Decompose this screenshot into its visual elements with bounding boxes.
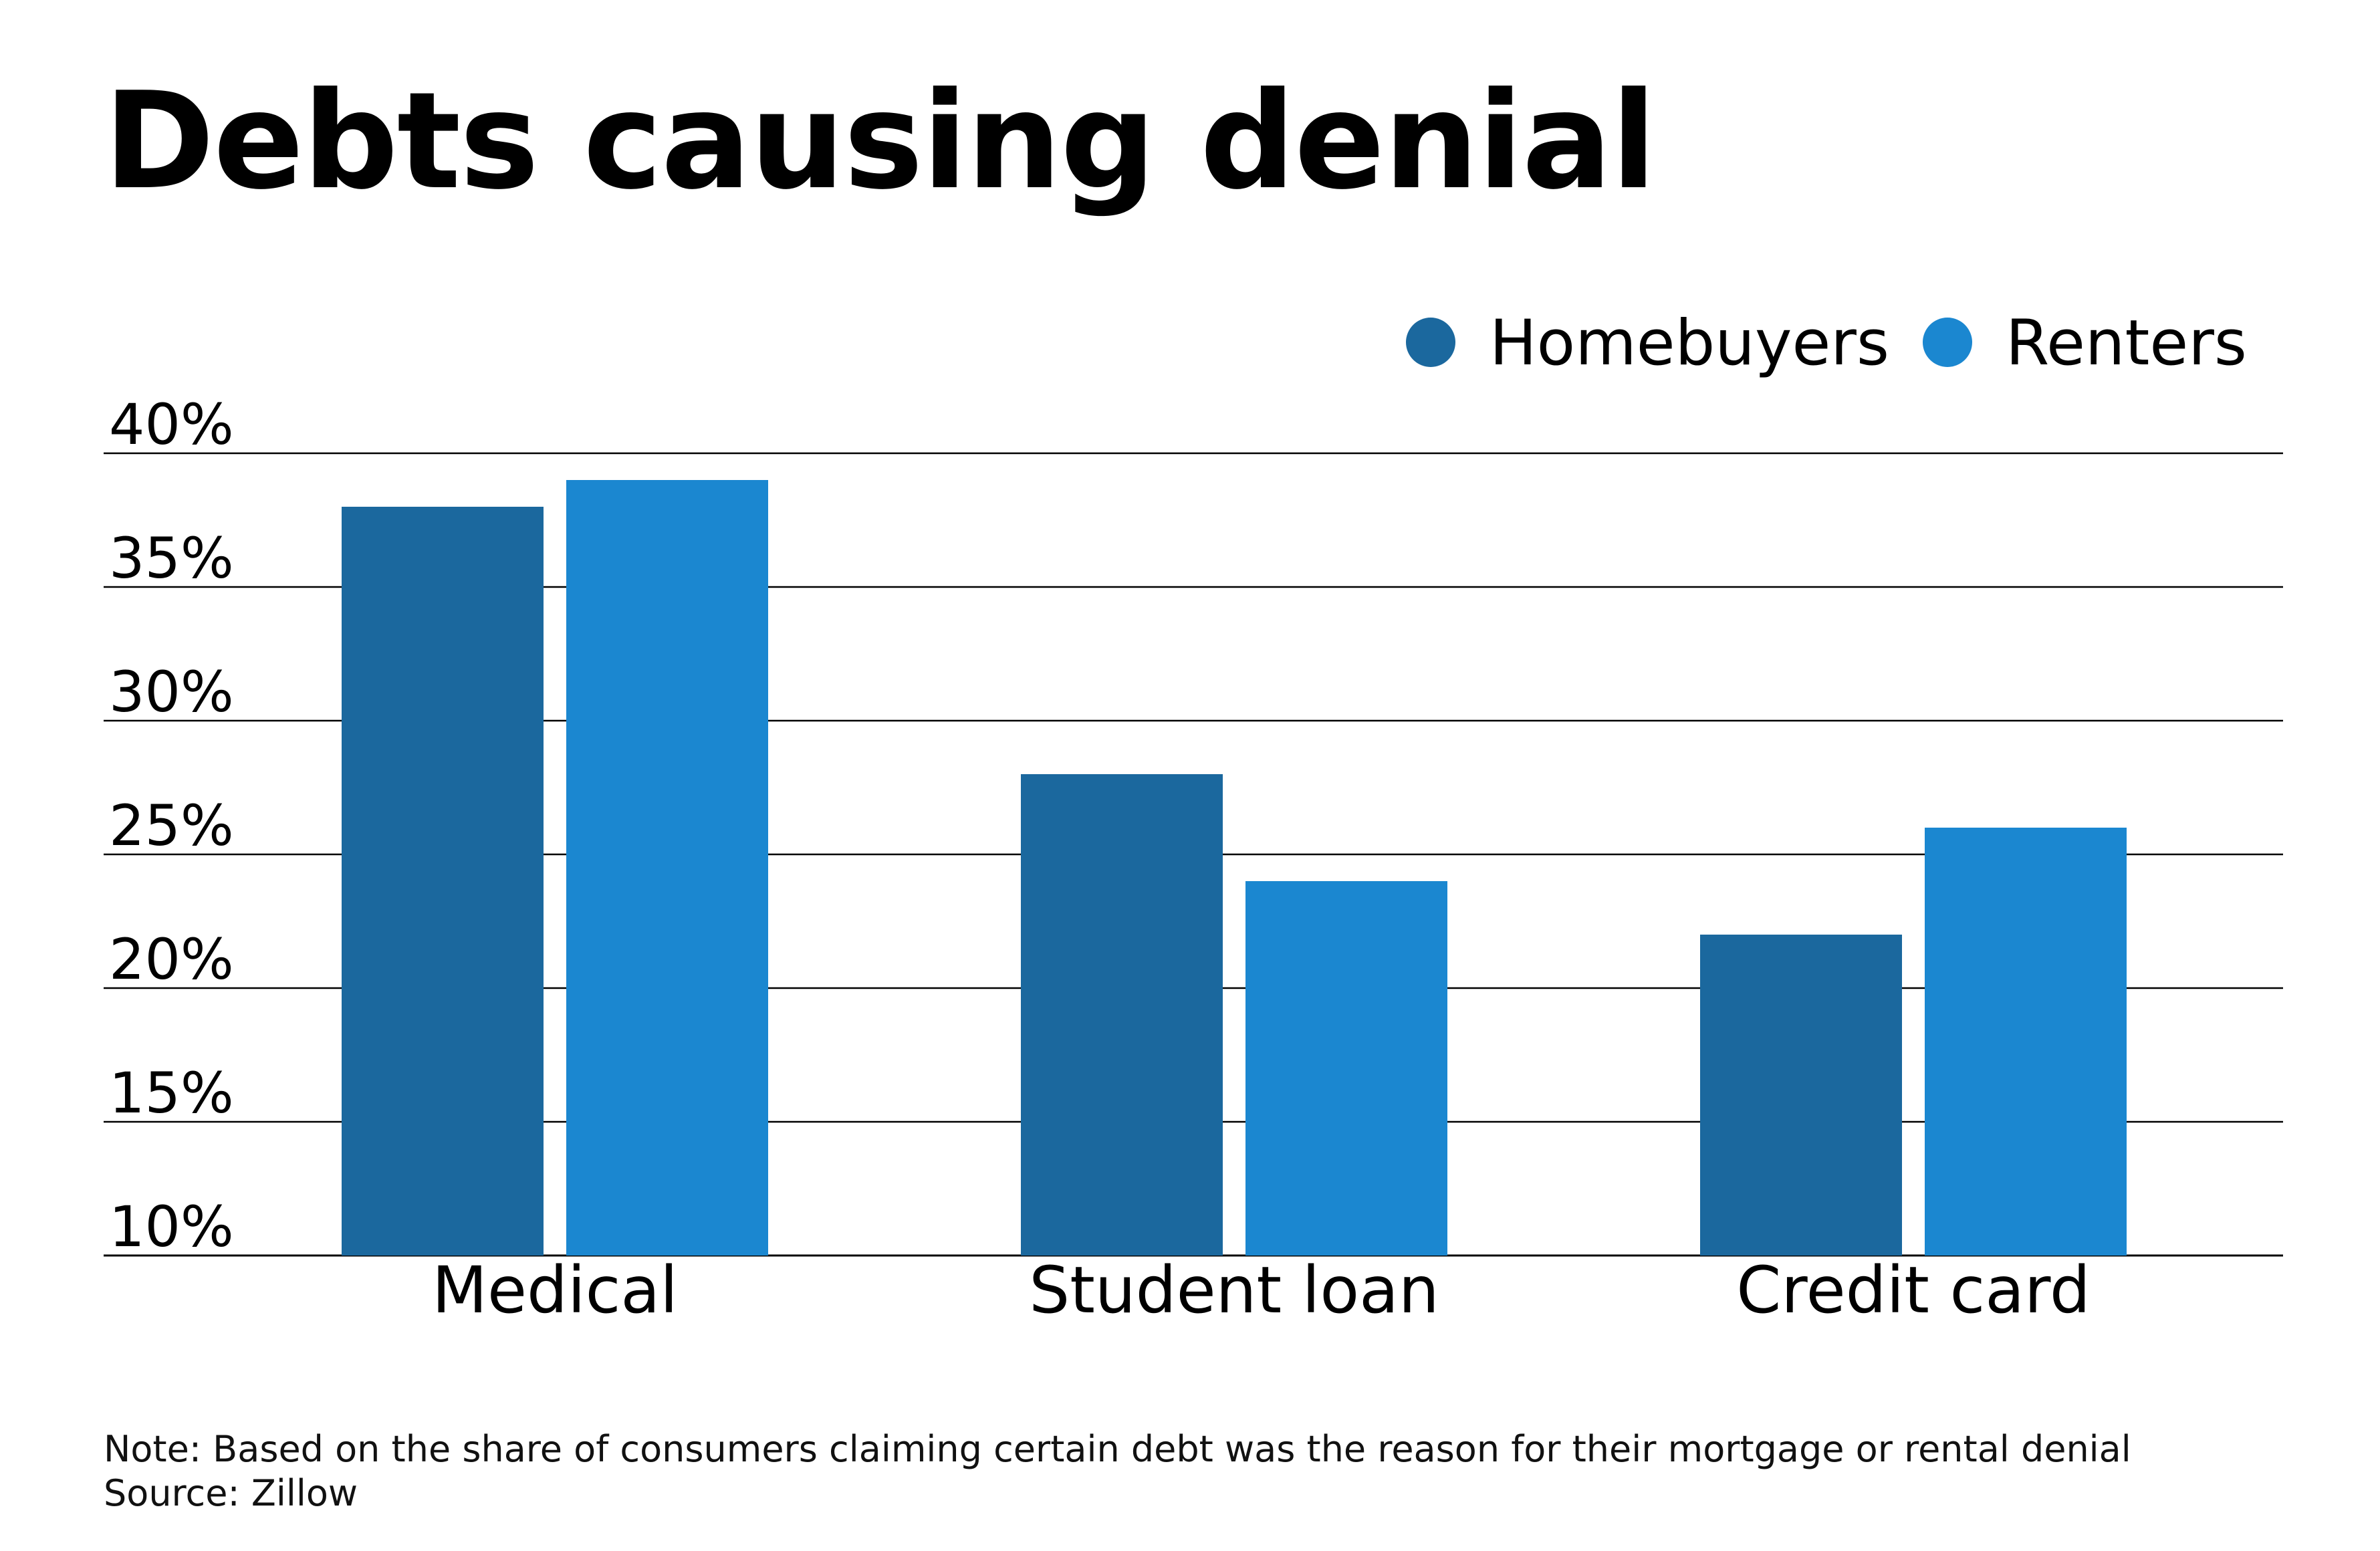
chart-title: Debts causing denial <box>104 64 1657 219</box>
y-tick-label: 40% <box>109 392 234 457</box>
x-category-label: Student loan <box>1029 1253 1439 1328</box>
legend-marker-renters <box>1923 318 1972 367</box>
y-tick-label: 15% <box>109 1060 234 1126</box>
chart-footnote: Note: Based on the share of consumers cl… <box>104 1427 2131 1516</box>
source-text: Source: Zillow <box>104 1472 358 1514</box>
note-text: Note: Based on the share of consumers cl… <box>104 1428 2131 1470</box>
bar-homebuyers-medical <box>342 507 544 1256</box>
y-tick-label: 20% <box>109 927 234 992</box>
legend-label-renters: Renters <box>2006 307 2247 380</box>
y-tick-label: 30% <box>109 659 234 725</box>
bar-homebuyers-credit-card <box>1700 935 1902 1256</box>
y-tick-label: 10% <box>109 1194 234 1260</box>
x-category-label: Credit card <box>1736 1253 2091 1328</box>
bar-renters-medical <box>566 480 768 1256</box>
bar-homebuyers-student-loan <box>1021 774 1223 1256</box>
y-tick-label: 25% <box>109 793 234 858</box>
bar-renters-student-loan <box>1245 881 1447 1256</box>
x-category-label: Medical <box>432 1253 678 1328</box>
bar-renters-credit-card <box>1925 828 2127 1256</box>
legend-marker-homebuyers <box>1406 318 1455 367</box>
y-tick-label: 35% <box>109 525 234 591</box>
legend-label-homebuyers: Homebuyers <box>1490 307 1889 380</box>
